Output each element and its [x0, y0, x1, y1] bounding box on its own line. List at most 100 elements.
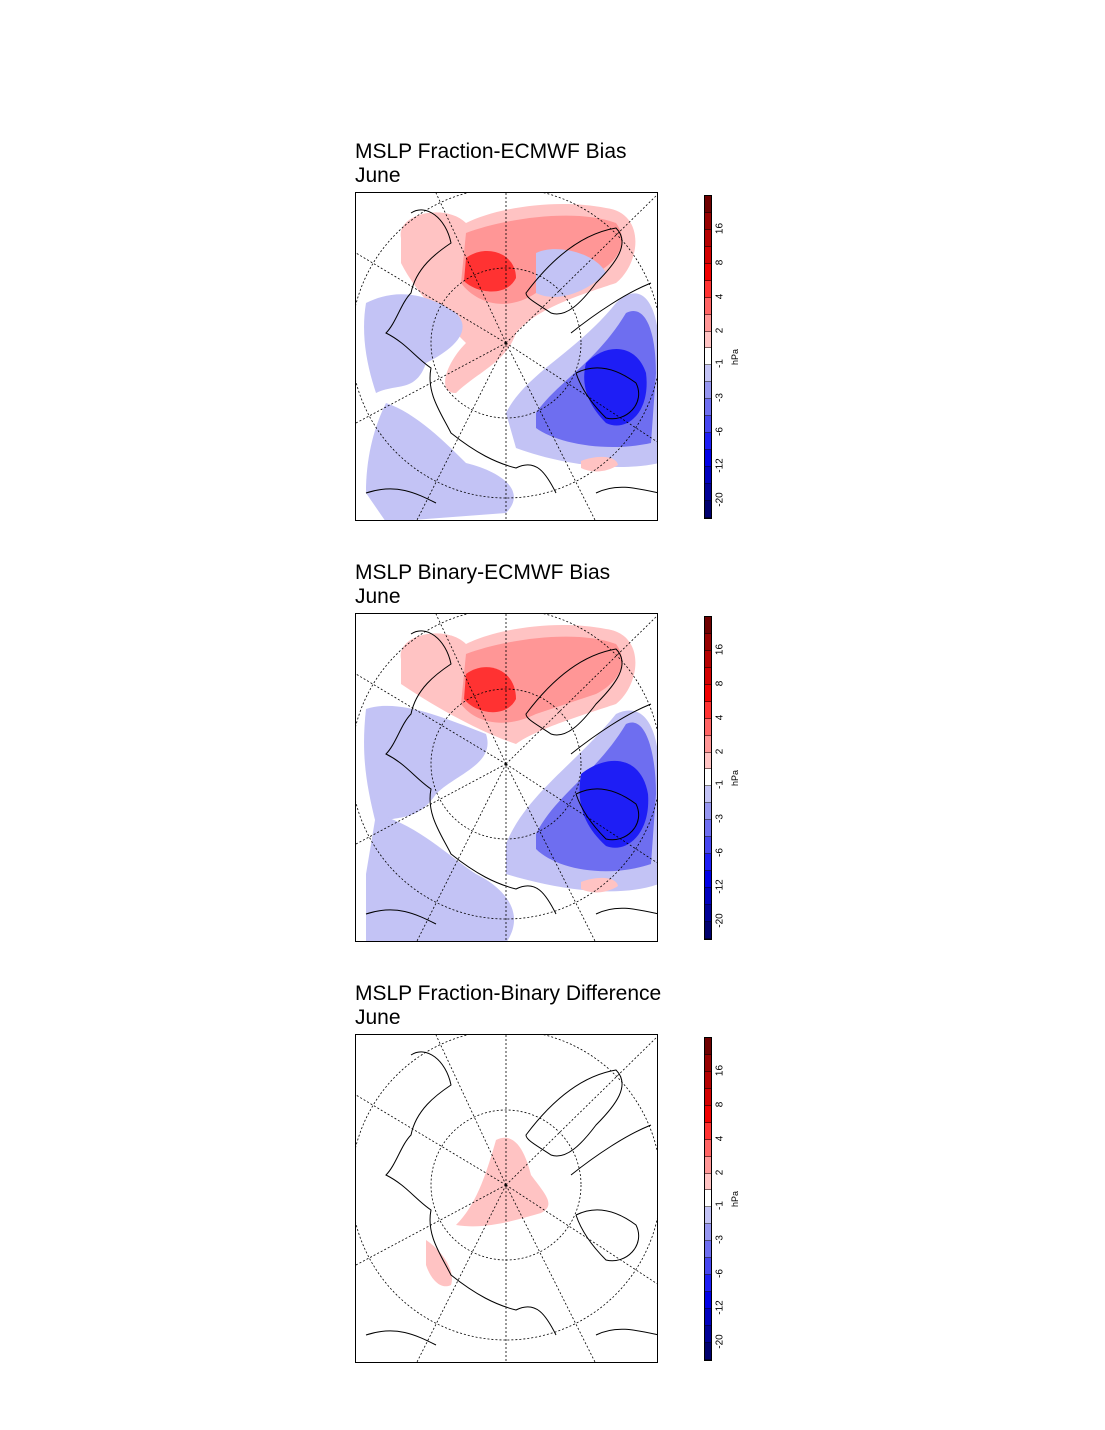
colorbar-swatch [705, 416, 711, 434]
title-text: MSLP Fraction-ECMWF Bias [355, 140, 627, 163]
colorbar-swatch [705, 263, 711, 281]
colorbar-swatch [705, 803, 711, 821]
colorbar-swatch [705, 1224, 711, 1242]
colorbar-swatch [705, 854, 711, 872]
colorbar-tick-label: -20 [714, 913, 726, 928]
colorbar-tick-label: -3 [714, 814, 726, 824]
colorbar-swatch [705, 467, 711, 484]
colorbar-swatch [705, 196, 711, 213]
colorbar-unit: hPa [730, 348, 741, 366]
panel-title: MSLP Fraction-Binary Difference June [355, 982, 661, 1030]
colorbar-tick-label: 8 [714, 680, 726, 687]
colorbar-tick-label: -12 [714, 1300, 726, 1315]
colorbar-tick-label: 4 [714, 1135, 726, 1141]
colorbar-tick-label: -6 [714, 1269, 726, 1279]
bias-contour-region [581, 877, 618, 893]
colorbar-swatch [705, 1156, 711, 1174]
graticule [356, 1035, 657, 1362]
colorbar-swatch [705, 483, 711, 501]
colorbar-tick-label: 16 [714, 643, 726, 655]
bias-contour-region [364, 294, 463, 393]
colorbar-tick-label: -20 [714, 492, 726, 507]
colorbar-tick-label: 4 [714, 714, 726, 720]
map-plot [355, 613, 658, 942]
colorbar-tick-label: 8 [714, 259, 726, 266]
graticule [356, 193, 657, 520]
colorbar-tick-label: -6 [714, 848, 726, 858]
colorbar-swatch [705, 904, 711, 922]
bias-contour-region [456, 1137, 549, 1227]
colorbar-swatch [705, 500, 711, 518]
coastlines [365, 1051, 657, 1346]
bias-contour-region [366, 403, 514, 520]
colorbar-swatch [705, 650, 711, 668]
colorbar [704, 195, 712, 519]
colorbar-swatch [705, 1038, 711, 1055]
colorbar-tick-label: 16 [714, 1064, 726, 1076]
colorbar-tick-label: -3 [714, 393, 726, 403]
colorbar-tick-label: 2 [714, 1169, 726, 1175]
colorbar-tick-label: 2 [714, 748, 726, 754]
colorbar-tick-label: -3 [714, 1235, 726, 1245]
subtitle-text: June [355, 585, 401, 608]
colorbar-swatch [705, 382, 711, 400]
colorbar-swatch [705, 718, 711, 736]
colorbar-tick-label: -1 [714, 359, 726, 369]
colorbar-swatch [705, 246, 711, 264]
colorbar-swatch [705, 450, 711, 467]
colorbar-swatch [705, 1122, 711, 1140]
colorbar-swatch [705, 331, 711, 349]
colorbar-tick-label: -6 [714, 427, 726, 437]
colorbar-swatch [705, 735, 711, 753]
coastlines [365, 209, 657, 504]
colorbar-swatch [705, 820, 711, 838]
bias-contour-region [426, 1240, 452, 1287]
panel-title: MSLP Fraction-ECMWF Bias June [355, 140, 627, 188]
colorbar [704, 616, 712, 940]
colorbar-swatch [705, 1088, 711, 1106]
subtitle-text: June [355, 1006, 401, 1029]
bias-contour-region [579, 760, 649, 848]
panel-title: MSLP Binary-ECMWF Bias June [355, 561, 610, 609]
colorbar-swatch [705, 921, 711, 939]
subtitle-text: June [355, 164, 401, 187]
colorbar-swatch [705, 837, 711, 855]
bias-contour-region [364, 705, 488, 824]
coastlines [365, 630, 657, 925]
title-text: MSLP Fraction-Binary Difference [355, 982, 662, 1005]
colorbar-swatch [705, 667, 711, 685]
colorbar-swatch [705, 348, 711, 366]
title-text: MSLP Binary-ECMWF Bias [355, 561, 611, 584]
colorbar-unit: hPa [730, 1190, 741, 1208]
colorbar-swatch [705, 1292, 711, 1309]
colorbar-swatch [705, 1139, 711, 1157]
colorbar-swatch [705, 1309, 711, 1326]
panel-fraction-bias: MSLP Fraction-ECMWF Bias June hPa -20 -12-… [355, 140, 775, 540]
colorbar-swatch [705, 229, 711, 247]
colorbar-swatch [705, 1054, 711, 1072]
colorbar-swatch [705, 1241, 711, 1259]
colorbar-tick-label: 2 [714, 327, 726, 333]
colorbar-swatch [705, 1325, 711, 1343]
colorbar-swatch [705, 212, 711, 230]
colorbar-swatch [705, 871, 711, 888]
colorbar-tick-label: -12 [714, 458, 726, 473]
panel-binary-bias: MSLP Binary-ECMWF Bias June hPa -20 -12 -6-… [355, 561, 775, 961]
colorbar-swatch [705, 1190, 711, 1208]
colorbar-swatch [705, 786, 711, 804]
colorbar [704, 1037, 712, 1361]
map-plot [355, 1034, 658, 1363]
colorbar-swatch [705, 280, 711, 298]
colorbar-tick-label: -1 [714, 1201, 726, 1211]
colorbar-swatch [705, 701, 711, 719]
bias-contour-region [366, 814, 515, 941]
colorbar-swatch [705, 1275, 711, 1293]
colorbar-tick-label: -12 [714, 879, 726, 894]
colorbar-tick-label: -20 [714, 1334, 726, 1349]
colorbar-swatch [705, 769, 711, 787]
colorbar-swatch [705, 1071, 711, 1089]
colorbar-swatch [705, 633, 711, 651]
colorbar-swatch [705, 888, 711, 905]
colorbar-swatch [705, 365, 711, 383]
colorbar-swatch [705, 1342, 711, 1360]
